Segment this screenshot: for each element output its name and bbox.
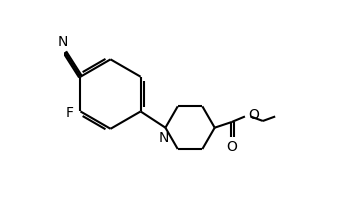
Text: N: N (58, 35, 68, 50)
Text: N: N (158, 131, 169, 145)
Text: F: F (66, 106, 74, 120)
Text: O: O (248, 108, 259, 122)
Text: O: O (226, 140, 237, 154)
